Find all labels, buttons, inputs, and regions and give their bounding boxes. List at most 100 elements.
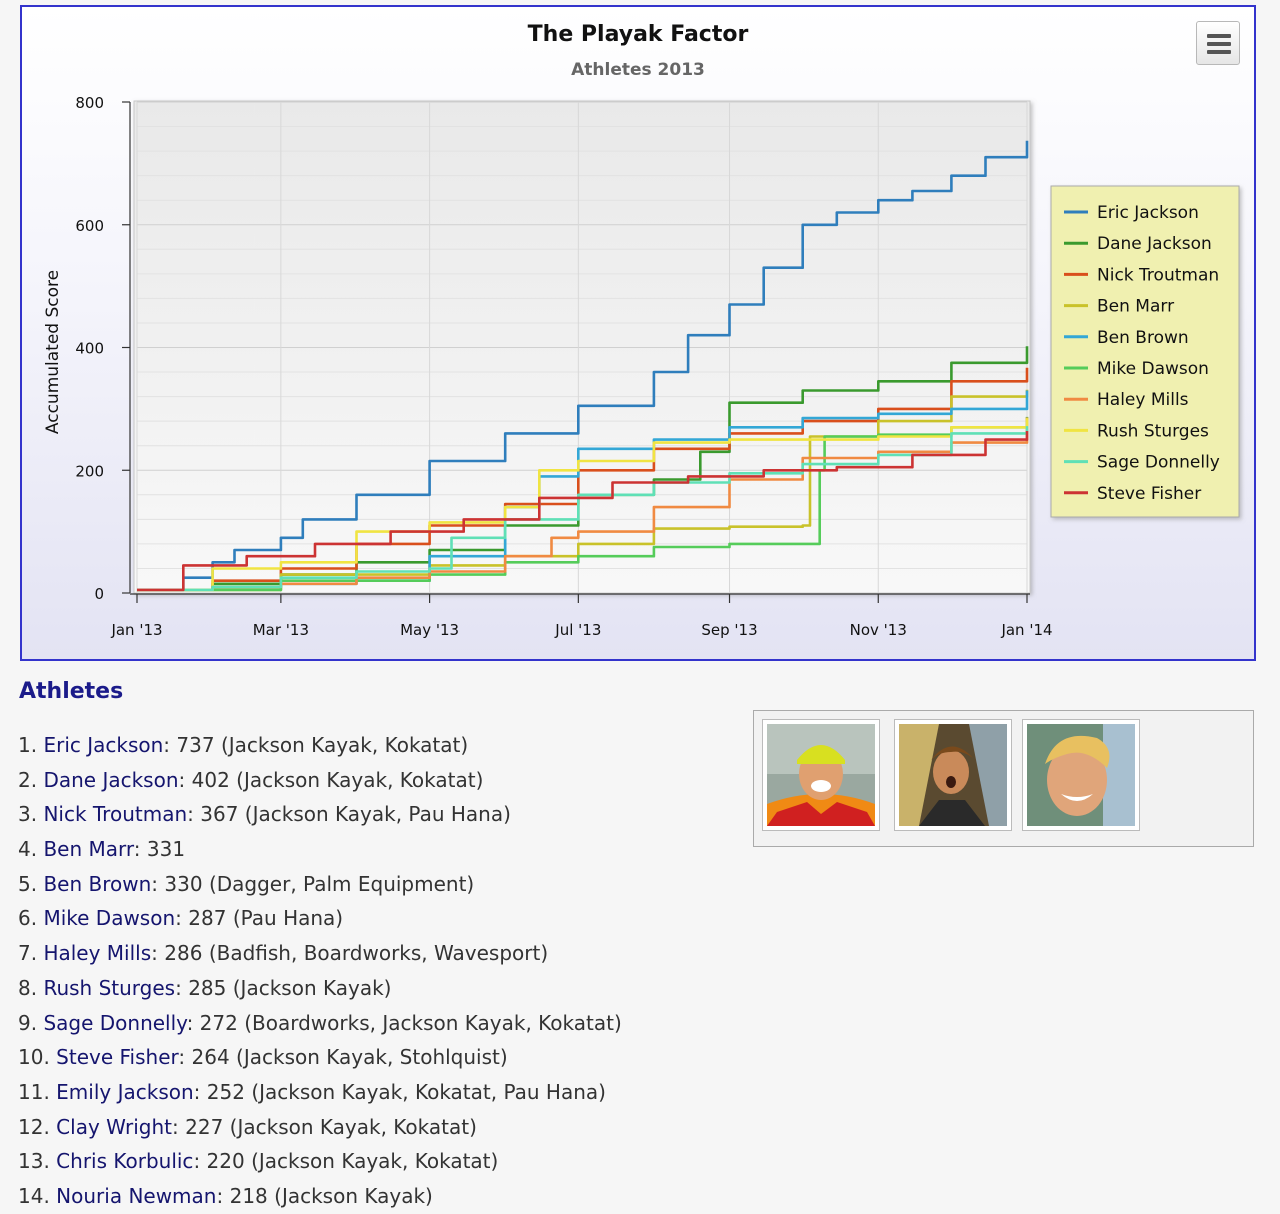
athlete-list-item: 2. Dane Jackson: 402 (Jackson Kayak, Kok…	[18, 767, 484, 792]
y-tick-label: 400	[75, 340, 104, 358]
athlete-name-link[interactable]: Rush Sturges	[43, 975, 176, 1000]
x-tick-label: Jan '14	[1000, 621, 1052, 639]
y-axis-title: Accumulated Score	[43, 270, 63, 434]
x-tick-label: Nov '13	[850, 621, 907, 639]
athlete-score: 285	[188, 975, 227, 1000]
athlete-sponsors: (Jackson Kayak, Pau Hana)	[244, 802, 511, 827]
legend-item-label[interactable]: Sage Donnelly	[1097, 453, 1220, 473]
athlete-name-link[interactable]: Sage Donnelly	[43, 1010, 187, 1035]
athlete-rank: 11.	[18, 1079, 50, 1104]
athlete-rank: 14.	[18, 1183, 50, 1208]
athlete-score: 218	[229, 1183, 268, 1208]
legend-item-label[interactable]: Haley Mills	[1097, 390, 1189, 410]
grid-lines	[136, 101, 1028, 594]
athlete-photo-2[interactable]	[894, 719, 1012, 831]
athlete-rank: 1.	[18, 733, 38, 757]
athlete-sponsors: (Boardworks, Jackson Kayak, Kokatat)	[244, 1010, 622, 1035]
athlete-sponsors: (Badfish, Boardworks, Wavesport)	[208, 941, 549, 966]
athlete-name-link[interactable]: Dane Jackson	[43, 767, 179, 792]
athlete-name-link[interactable]: Nick Troutman	[43, 802, 188, 827]
athlete-list-item: 13. Chris Korbulic: 220 (Jackson Kayak, …	[18, 1149, 499, 1174]
athlete-list-item: 11. Emily Jackson: 252 (Jackson Kayak, K…	[18, 1079, 606, 1104]
athlete-list-item: 1. Eric Jackson: 737 (Jackson Kayak, Kok…	[18, 733, 469, 757]
athlete-rank: 5.	[18, 871, 38, 896]
x-tick-label: Mar '13	[253, 621, 309, 639]
athlete-sponsors: (Jackson Kayak)	[274, 1183, 433, 1208]
athlete-photo-3[interactable]	[1022, 719, 1140, 831]
athlete-rank: 3.	[18, 802, 38, 827]
athlete-photo-1[interactable]	[762, 719, 880, 831]
athlete-sponsors: (Jackson Kayak)	[232, 975, 392, 1000]
chart-container: 0 200 400 600 800 Jan '13 Mar '13 May '13 Jul '1…	[20, 5, 1256, 661]
chart-title: The Playak Factor	[528, 22, 749, 47]
y-tick-label: 600	[75, 217, 104, 235]
athlete-photo-gallery	[753, 710, 1254, 847]
y-tick-label: 800	[75, 94, 104, 112]
chart-menu-button[interactable]	[1196, 21, 1240, 65]
playak-factor-chart: 0 200 400 600 800 Jan '13 Mar '13 May '13 Jul '1…	[43, 22, 1240, 639]
axes: 0 200 400 600 800 Jan '13 Mar '13 May '13 Jul '1…	[75, 94, 1052, 639]
athlete-list-item: 7. Haley Mills: 286 (Badfish, Boardworks…	[18, 941, 549, 966]
athlete-sponsors: (Jackson Kayak, Kokatat)	[220, 733, 469, 757]
athlete-name-link[interactable]: Haley Mills	[43, 941, 152, 966]
athlete-score: 367	[200, 802, 239, 827]
athlete-list-item: 12. Clay Wright: 227 (Jackson Kayak, Kok…	[18, 1114, 477, 1139]
athletes-heading: Athletes	[19, 679, 124, 704]
athlete-list-item: 4. Ben Marr: 331	[18, 837, 186, 862]
athlete-sponsors: (Dagger, Palm Equipment)	[208, 871, 475, 896]
series-line-eric-jackson[interactable]	[137, 140, 1029, 592]
x-tick-label: May '13	[400, 621, 459, 639]
athlete-rank: 12.	[18, 1114, 50, 1139]
x-tick-label: Jan '13	[110, 621, 162, 639]
legend-item-label[interactable]: Rush Sturges	[1097, 421, 1209, 441]
athlete-name-link[interactable]: Chris Korbulic	[56, 1149, 194, 1174]
athlete-list-item: 9. Sage Donnelly: 272 (Boardworks, Jacks…	[18, 1010, 622, 1035]
chart-subtitle: Athletes 2013	[571, 60, 705, 80]
athlete-sponsors: (Jackson Kayak, Kokatat, Pau Hana)	[251, 1079, 606, 1104]
athlete-list-item: 10. Steve Fisher: 264 (Jackson Kayak, St…	[18, 1045, 508, 1070]
athlete-name-link[interactable]: Steve Fisher	[56, 1045, 179, 1070]
athlete-score: 737	[176, 733, 215, 757]
y-tick-label: 0	[94, 585, 104, 603]
athlete-list-item: 14. Nouria Newman: 218 (Jackson Kayak)	[18, 1183, 433, 1208]
legend-item-label[interactable]: Nick Troutman	[1097, 265, 1219, 285]
legend-item-label[interactable]: Dane Jackson	[1097, 234, 1212, 254]
legend-item-label[interactable]: Eric Jackson	[1097, 203, 1199, 223]
athlete-list-item: 3. Nick Troutman: 367 (Jackson Kayak, Pa…	[18, 802, 511, 827]
x-tick-label: Jul '13	[554, 621, 601, 639]
athlete-rank: 13.	[18, 1149, 50, 1174]
athlete-name-link[interactable]: Ben Marr	[43, 837, 134, 862]
y-tick-label: 200	[75, 462, 104, 480]
legend-item-label[interactable]: Steve Fisher	[1097, 484, 1201, 504]
series-line-sage-donnelly[interactable]	[137, 426, 1029, 592]
athlete-score: 227	[185, 1114, 224, 1139]
athlete-sponsors: (Jackson Kayak, Kokatat)	[229, 1114, 477, 1139]
athlete-score: 264	[191, 1045, 230, 1070]
athlete-score: 330	[164, 871, 203, 896]
athlete-sponsors: (Jackson Kayak, Kokatat)	[236, 767, 484, 792]
legend-item-label[interactable]: Ben Brown	[1097, 328, 1189, 348]
athlete-score: 331	[146, 837, 186, 862]
legend-item-label[interactable]: Ben Marr	[1097, 297, 1174, 317]
athlete-name-link[interactable]: Emily Jackson	[56, 1079, 194, 1104]
series-line-steve-fisher[interactable]	[137, 431, 1029, 592]
athlete-name-link[interactable]: Ben Brown	[43, 871, 152, 896]
athlete-sponsors: (Jackson Kayak, Stohlquist)	[236, 1045, 508, 1070]
athlete-list-item: 6. Mike Dawson: 287 (Pau Hana)	[18, 906, 344, 931]
series-line-rush-sturges[interactable]	[137, 418, 1029, 592]
athlete-sponsors: (Jackson Kayak, Kokatat)	[251, 1149, 499, 1174]
legend-item-label[interactable]: Mike Dawson	[1097, 359, 1209, 379]
athlete-score: 286	[164, 941, 203, 966]
athlete-rank: 7.	[18, 941, 38, 966]
athlete-score: 272	[199, 1010, 238, 1035]
athlete-rank: 9.	[18, 1010, 38, 1035]
athlete-score: 252	[206, 1079, 245, 1104]
athlete-name-link[interactable]: Eric Jackson	[43, 733, 164, 757]
athlete-list-item: 8. Rush Sturges: 285 (Jackson Kayak)	[18, 975, 392, 1000]
athlete-name-link[interactable]: Nouria Newman	[56, 1183, 217, 1208]
athlete-name-link[interactable]: Clay Wright	[56, 1114, 173, 1139]
athlete-name-link[interactable]: Mike Dawson	[43, 906, 176, 931]
athlete-rank: 10.	[18, 1045, 50, 1070]
x-tick-label: Sep '13	[701, 621, 757, 639]
chart-legend: Eric Jackson Dane Jackson Nick Troutman Ben…	[1050, 185, 1240, 518]
